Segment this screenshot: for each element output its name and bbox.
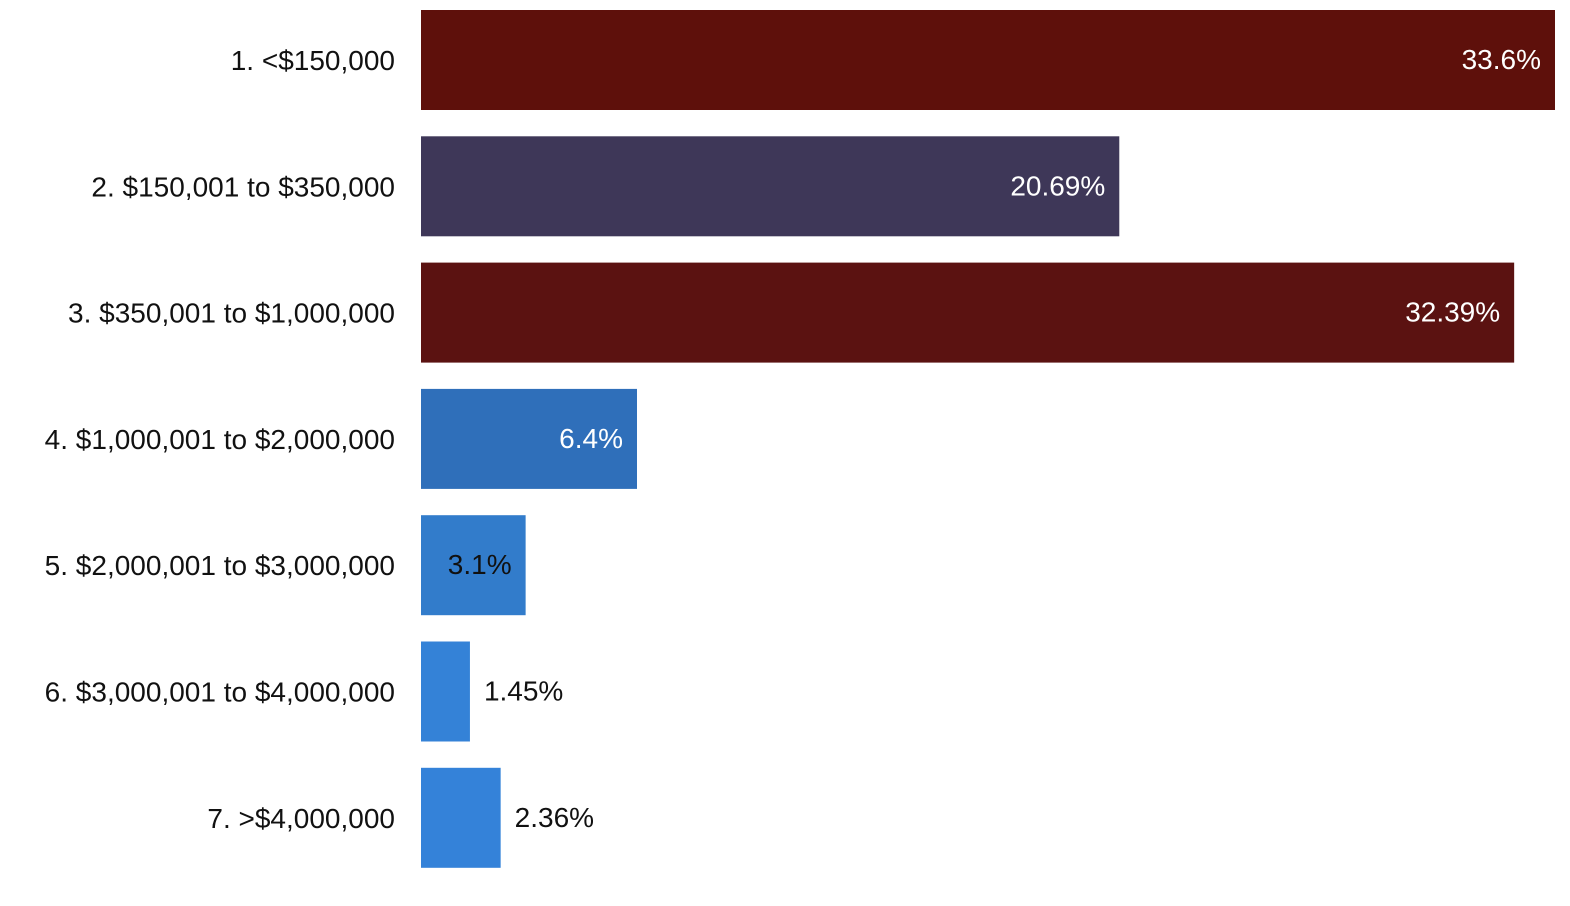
data-label: 33.6% (1462, 44, 1541, 75)
bar (421, 388, 637, 489)
bars-group: 1. <$150,000 33.6% 2. $150,001 to $350,000… (45, 10, 1555, 868)
category-label: 1. <$150,000 (231, 45, 395, 76)
data-label: 2.36% (515, 802, 594, 833)
bar (421, 262, 1515, 363)
bar (421, 641, 470, 742)
category-label: 6. $3,000,001 to $4,000,000 (45, 677, 395, 708)
category-label: 5. $2,000,001 to $3,000,000 (45, 550, 395, 581)
data-label: 1.45% (484, 676, 563, 707)
bar (421, 136, 1120, 237)
bar (421, 10, 1555, 110)
category-label: 2. $150,001 to $350,000 (91, 171, 395, 202)
category-label: 3. $350,001 to $1,000,000 (68, 298, 395, 329)
category-label: 7. >$4,000,000 (207, 803, 395, 834)
data-label: 20.69% (1010, 170, 1105, 201)
data-label: 3.1% (448, 549, 512, 580)
bar (421, 515, 526, 616)
category-label: 4. $1,000,001 to $2,000,000 (45, 424, 395, 455)
bar (421, 767, 501, 868)
data-label: 32.39% (1405, 297, 1500, 328)
data-label: 6.4% (559, 423, 623, 454)
